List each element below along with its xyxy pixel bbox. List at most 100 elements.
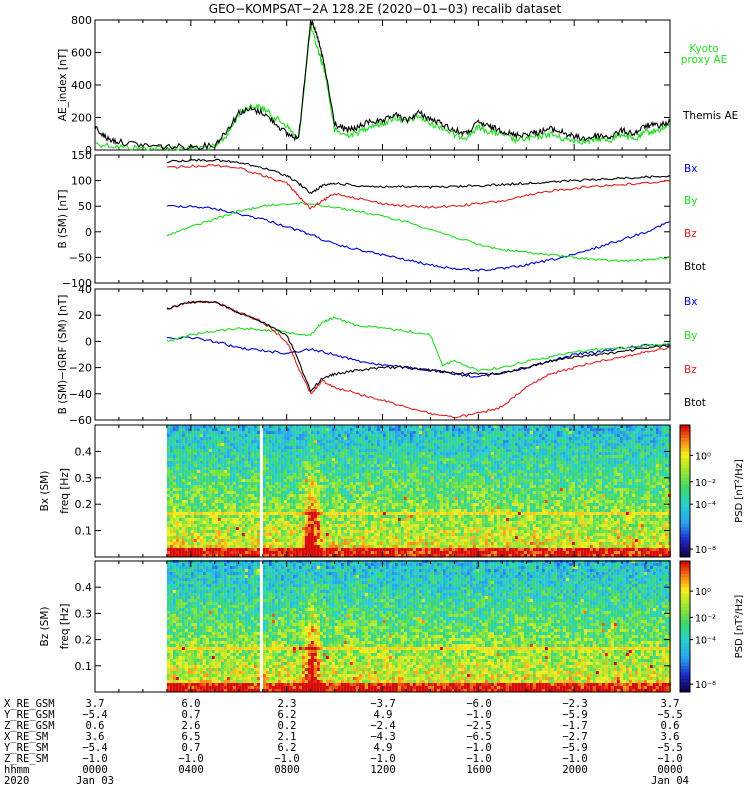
colorbar-segment [680, 507, 690, 512]
colorbar-tick-label: 10⁻⁸ [695, 545, 716, 556]
ephemeris-value: 0.7 [181, 742, 201, 754]
colorbar-segment [680, 444, 690, 449]
series-line-btot [166, 300, 671, 393]
ephemeris-row-label: Z_RE_SM [4, 753, 49, 765]
y-axis-label: freq [Hz] [59, 468, 71, 514]
plot-frame [94, 19, 671, 151]
colorbar-segment [680, 577, 690, 582]
colorbar-segment [680, 448, 690, 452]
y-tick-label: 0.1 [75, 525, 93, 538]
ephemeris-value: 0000 [657, 764, 683, 776]
ephemeris-row: Y_RE_SM −5.4 0.7 6.2 4.9 −1.0 −5.9 −5.5 [0, 742, 750, 754]
ephemeris-value: −1.0 [466, 753, 492, 765]
colorbar-segment [680, 567, 690, 572]
legend-bx: Bx [684, 296, 697, 308]
ephemeris-value: 0000 [82, 764, 108, 776]
panel-label: Bx (SM) [39, 471, 51, 512]
y-tick-label: 0.4 [75, 445, 93, 458]
y-tick-label: 0 [85, 226, 92, 239]
colorbar-label: PSD [nT²/Hz] [734, 595, 745, 659]
ephemeris-value: −5.5 [657, 709, 683, 721]
ephemeris-value: 3.7 [85, 698, 105, 710]
colorbar-segment [680, 629, 690, 634]
colorbar-segment [680, 583, 690, 588]
ephemeris-value: 3.7 [660, 698, 680, 710]
y-axis-label: B (SM) [nT] [57, 189, 69, 248]
y-tick-label: 0.3 [75, 472, 93, 485]
line-panel-3: −60 −40 −20 0 20 40 B (SM)−IGRF (SM) [nT] Bx By B… [57, 283, 706, 427]
spectrogram-panel-1: 0.1 0.2 0.3 0.4 Bx (SM) freq [Hz] 10⁻⁸ 10⁻⁴ 10⁻²… [39, 424, 745, 558]
ephemeris-value: Jan 04 [651, 775, 689, 787]
colorbar-segment [680, 597, 690, 601]
ephemeris-value: 0.7 [181, 709, 201, 721]
y-tick-label: 100 [71, 175, 92, 188]
ephemeris-value: 0800 [274, 764, 300, 776]
ephemeris-row-label: X_RE_SM [4, 731, 49, 743]
y-tick-label: 0 [85, 335, 92, 348]
ephemeris-value: 0.2 [277, 720, 297, 732]
colorbar-segment [680, 633, 690, 637]
colorbar-segment [680, 487, 690, 492]
colorbar-segment [680, 527, 690, 532]
ephemeris-value: 0400 [178, 764, 204, 776]
ephemeris-row: 2020 Jan 03 Jan 04 [0, 775, 750, 787]
ephemeris-value: 4.9 [373, 742, 393, 754]
y-tick-label: 0.1 [75, 660, 93, 673]
colorbar-segment [680, 537, 690, 541]
colorbar-tick-label: 10⁻² [695, 613, 716, 624]
ephemeris-value: −1.0 [274, 753, 300, 765]
y-tick-label: 600 [71, 47, 92, 60]
colorbar-segment [680, 454, 690, 459]
colorbar-segment [680, 494, 690, 499]
ephemeris-value: 1200 [370, 764, 396, 776]
ephemeris-row: hhmm 0000 0400 0800 1200 1600 2000 0000 [0, 764, 750, 776]
colorbar-segment [680, 467, 690, 472]
colorbar-segment [680, 570, 690, 575]
ephemeris-row: Z_RE_SM −1.0 −1.0 −1.0 −1.0 −1.0 −1.0 −1.0 [0, 753, 750, 765]
colorbar-segment [680, 600, 690, 605]
series-line-bx [166, 204, 671, 272]
ephemeris-value: −6.0 [466, 698, 492, 710]
colorbar-tick-label: 10⁰ [695, 587, 711, 598]
colorbar-segment [680, 547, 690, 551]
colorbar-segment [680, 441, 690, 446]
colorbar-segment [680, 646, 690, 650]
colorbar-segment [680, 616, 690, 621]
ephemeris-row-label: Y_RE_GSM [4, 709, 55, 721]
colorbar-segment [680, 574, 690, 578]
colorbar-segment [680, 510, 690, 515]
ephemeris-value: −5.4 [82, 742, 108, 754]
colorbar-segment [680, 484, 690, 489]
colorbar-frame [679, 560, 691, 693]
ephemeris-value: 6.2 [277, 709, 297, 721]
colorbar-segment [680, 550, 690, 555]
colorbar-segment [680, 639, 690, 644]
colorbar-segment [680, 665, 690, 670]
ephemeris-value: −1.0 [82, 753, 108, 765]
colorbar-tick-label: 10⁻² [695, 478, 716, 489]
y-tick-label: 0 [85, 144, 92, 157]
colorbar-segment [680, 428, 690, 433]
spectrogram-cells [166, 425, 671, 557]
y-tick-label: −100 [62, 277, 92, 290]
ephemeris-value: −6.5 [466, 731, 492, 743]
legend-bx: Bx [684, 163, 697, 175]
ephemeris-value: −5.5 [657, 742, 683, 754]
colorbar-segment [680, 678, 690, 683]
ephemeris-value: 2.1 [277, 731, 297, 743]
ephemeris-row: Y_RE_GSM −5.4 0.7 6.2 4.9 −1.0 −5.9 −5.5 [0, 709, 750, 721]
colorbar-segment [680, 474, 690, 479]
colorbar-tick-label: 10⁰ [695, 451, 711, 462]
series-line-themis-ae [94, 19, 671, 151]
legend-themis-ae: Themis AE [682, 110, 738, 122]
y-tick-label: 0.2 [75, 498, 93, 511]
y-tick-label: 150 [71, 149, 92, 162]
colorbar-label: PSD [nT²/Hz] [734, 459, 745, 523]
ephemeris-value: −2.7 [562, 731, 588, 743]
ephemeris-value: −1.0 [466, 709, 492, 721]
colorbar-segment [680, 682, 690, 686]
y-tick-label: 400 [71, 79, 92, 92]
ephemeris-value: Jan 03 [76, 775, 114, 787]
colorbar-segment [680, 491, 690, 495]
